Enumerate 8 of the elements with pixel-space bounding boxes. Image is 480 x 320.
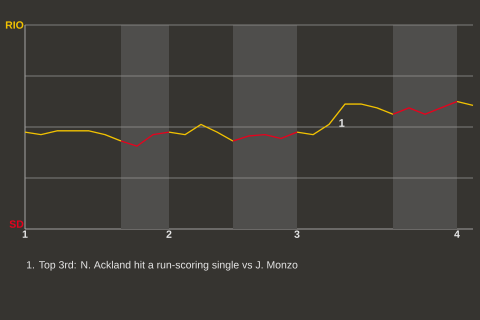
annotation: 1 [339,119,344,127]
text: 1. Top 3rd: N. Ackland hit a run-scoring single vs J. Monzo [26,260,298,271]
x-tick-label: 2 [166,230,172,238]
x-tick-label: 1 [22,230,28,238]
x-tick-label: 3 [294,230,300,238]
text: RIO [6,21,24,29]
text: SD [10,220,24,228]
x-tick-label: 4 [454,230,460,238]
